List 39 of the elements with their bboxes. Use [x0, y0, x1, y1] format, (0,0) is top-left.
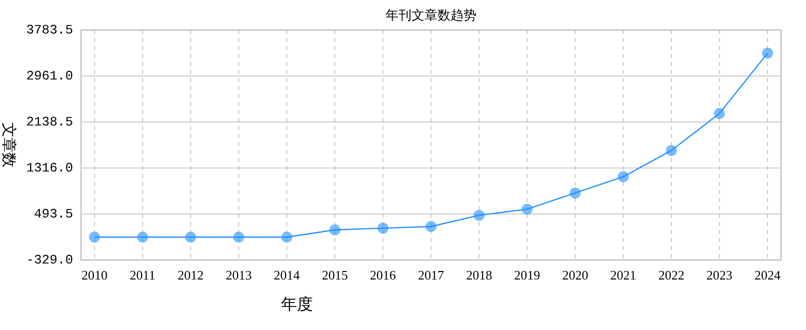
point	[233, 232, 244, 243]
y-axis-title: 文章数	[0, 122, 17, 168]
x-tick-label: 2022	[658, 268, 684, 282]
x-tick-label: 2017	[418, 268, 444, 282]
x-tick-label: 2012	[178, 268, 204, 282]
point	[89, 232, 100, 243]
x-tick-label: 2018	[466, 268, 492, 282]
x-tick-label: 2013	[226, 268, 252, 282]
point	[522, 204, 533, 215]
x-tick-label: 2011	[130, 268, 156, 282]
point	[329, 224, 340, 236]
y-tick-label: 3783.5	[26, 22, 73, 38]
point	[570, 187, 581, 198]
point	[185, 232, 196, 243]
x-tick-label: 2016	[370, 268, 396, 282]
x-tick-label: 2015	[322, 268, 348, 282]
y-tick-label: 2138.5	[26, 114, 73, 130]
y-tick-label: 1316.0	[26, 160, 73, 176]
x-tick-label: 2010	[82, 268, 108, 282]
point	[714, 108, 725, 120]
y-tick-label: 2961.0	[26, 68, 73, 84]
point	[618, 171, 629, 182]
point	[666, 144, 677, 156]
x-tick-label: 2014	[274, 268, 300, 282]
point	[377, 222, 388, 234]
x-tick-label: 2024	[754, 268, 781, 282]
point	[426, 221, 436, 232]
y-tick-label: 493.5	[34, 206, 73, 222]
chart-title: 年刊文章数趋势	[386, 8, 476, 22]
x-axis-title: 年度	[281, 296, 313, 314]
x-tick-label: 2021	[610, 268, 636, 282]
x-tick-label: 2019	[514, 268, 540, 282]
point	[137, 232, 148, 243]
y-tick-label: -329.0	[26, 252, 73, 268]
point	[762, 48, 773, 59]
point	[474, 210, 485, 221]
x-tick-label: 2023	[706, 268, 732, 282]
point	[281, 232, 292, 243]
x-tick-label: 2020	[562, 268, 588, 282]
